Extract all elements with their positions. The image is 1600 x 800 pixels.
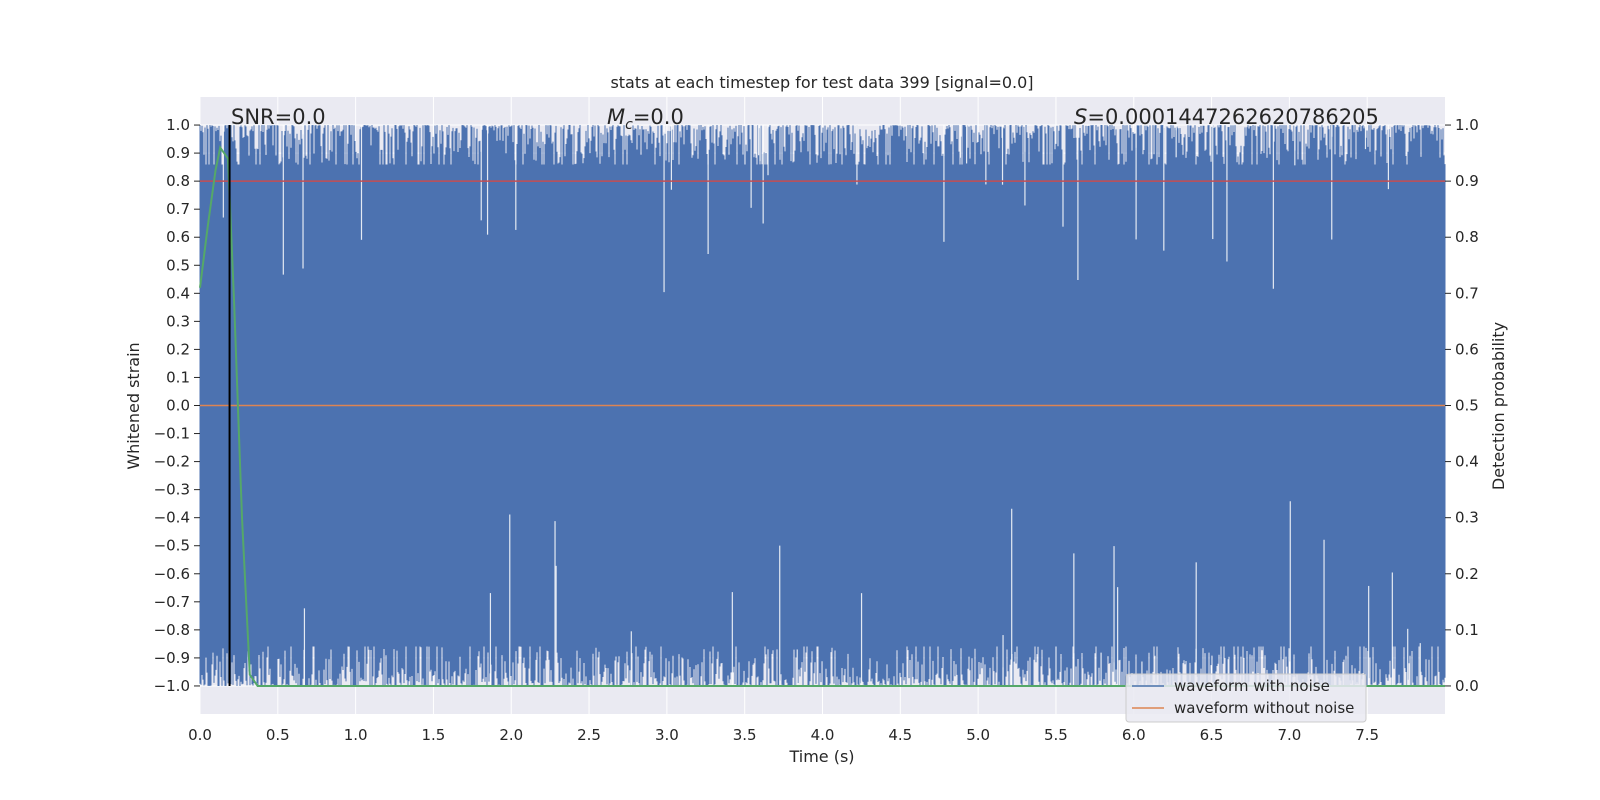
- y-left-tick-label: −0.3: [154, 481, 190, 499]
- x-tick-label: 3.0: [655, 726, 679, 744]
- y-left-tick-label: −0.4: [154, 509, 190, 527]
- y-left-tick-label: −0.9: [154, 649, 190, 667]
- y-axis-right-ticks: 1.0 0.9 0.8 0.7 0.6 0.5 0.4 0.3 0.2 0.1 0.0: [1445, 116, 1479, 695]
- y-left-tick-label: 0.3: [166, 312, 190, 330]
- x-tick-label: 5.0: [966, 726, 990, 744]
- legend-box: [1125, 673, 1367, 723]
- legend-label-noise: waveform with noise: [1174, 677, 1330, 695]
- y-right-tick-label: 0.0: [1455, 677, 1479, 695]
- x-tick-label: 5.5: [1044, 726, 1068, 744]
- x-tick-label: 2.5: [577, 726, 601, 744]
- x-axis-ticks: 0.0 0.5 1.0 1.5 2.0 2.5 3.0 3.5 4.0 4.5 5.0 5.5 6.0 6…: [188, 726, 1379, 744]
- x-tick-label: 7.5: [1355, 726, 1379, 744]
- x-tick-label: 4.0: [811, 726, 835, 744]
- y-right-tick-label: 0.6: [1455, 340, 1479, 358]
- y-left-tick-label: 0.6: [166, 228, 190, 246]
- x-tick-label: 3.5: [733, 726, 757, 744]
- x-tick-label: 2.0: [499, 726, 523, 744]
- noise-gaps: [222, 125, 1421, 686]
- y-right-tick-label: 0.7: [1455, 284, 1479, 302]
- y-left-tick-label: −0.1: [154, 425, 190, 443]
- y-axis-left-ticks: 1.0 0.9 0.8 0.7 0.6 0.5 0.4 0.3 0.2 0.1 0.0 −0.1 −0.…: [154, 116, 200, 695]
- x-axis-label: Time (s): [788, 747, 854, 766]
- x-tick-label: 6.5: [1200, 726, 1224, 744]
- y-left-tick-label: 0.7: [166, 200, 190, 218]
- legend: waveform with noise waveform without noi…: [1125, 673, 1367, 723]
- y-axis-left-label: Whitened strain: [124, 342, 143, 469]
- score-annotation: S=0.0001447262620786205: [1074, 105, 1379, 129]
- y-left-tick-label: 0.8: [166, 172, 190, 190]
- y-right-tick-label: 1.0: [1455, 116, 1479, 134]
- y-left-tick-label: −0.7: [154, 593, 190, 611]
- y-left-tick-label: −0.8: [154, 621, 190, 639]
- y-left-tick-label: 0.4: [166, 284, 190, 302]
- legend-label-clean: waveform without noise: [1174, 699, 1354, 717]
- y-left-tick-label: 0.1: [166, 368, 190, 386]
- chirp-mass-annotation: Mc=0.0: [607, 105, 684, 133]
- x-tick-label: 6.0: [1122, 726, 1146, 744]
- y-left-tick-label: 0.0: [166, 397, 190, 415]
- chirp-mass-subscript: c: [625, 117, 633, 133]
- chirp-mass-value: =0.0: [633, 105, 684, 129]
- x-tick-label: 0.5: [266, 726, 290, 744]
- x-tick-label: 0.0: [188, 726, 212, 744]
- y-axis-right-label: Detection probability: [1489, 322, 1508, 490]
- y-left-tick-label: 0.5: [166, 256, 190, 274]
- chart-title: stats at each timestep for test data 399…: [610, 73, 1033, 92]
- detection-probability-line: [199, 145, 1445, 687]
- y-right-tick-label: 0.8: [1455, 228, 1479, 246]
- y-left-tick-label: −0.5: [154, 537, 190, 555]
- score-value: =0.0001447262620786205: [1087, 105, 1379, 129]
- x-tick-label: 1.0: [344, 726, 368, 744]
- y-left-tick-label: 0.2: [166, 340, 190, 358]
- y-left-tick-label: 1.0: [166, 116, 190, 134]
- score-symbol: S: [1074, 105, 1087, 129]
- y-left-tick-label: −1.0: [154, 677, 190, 695]
- chirp-mass-symbol: M: [607, 105, 625, 129]
- y-left-tick-label: −0.6: [154, 565, 190, 583]
- x-tick-label: 7.0: [1277, 726, 1301, 744]
- y-right-tick-label: 0.1: [1455, 621, 1479, 639]
- x-tick-label: 1.5: [422, 726, 446, 744]
- y-left-tick-label: 0.9: [166, 144, 190, 162]
- y-right-tick-label: 0.4: [1455, 453, 1479, 471]
- y-right-tick-label: 0.5: [1455, 397, 1479, 415]
- y-right-tick-label: 0.2: [1455, 565, 1479, 583]
- snr-annotation: SNR=0.0: [231, 105, 326, 129]
- y-left-tick-label: −0.2: [154, 453, 190, 471]
- y-right-tick-label: 0.9: [1455, 172, 1479, 190]
- x-tick-label: 4.5: [888, 726, 912, 744]
- y-right-tick-label: 0.3: [1455, 509, 1479, 527]
